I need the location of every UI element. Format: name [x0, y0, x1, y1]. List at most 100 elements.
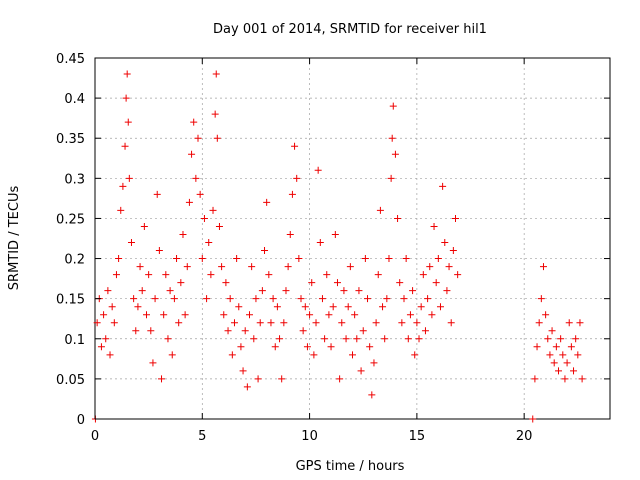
data-point	[387, 174, 395, 182]
data-point	[372, 319, 380, 327]
data-point	[445, 263, 453, 271]
data-point	[396, 279, 404, 287]
data-point	[539, 263, 547, 271]
data-point	[213, 134, 221, 142]
data-point	[145, 271, 153, 279]
data-point	[190, 118, 198, 126]
data-point	[370, 359, 378, 367]
data-point	[308, 279, 316, 287]
data-point	[127, 239, 135, 247]
data-point	[336, 375, 344, 383]
data-point	[284, 263, 292, 271]
data-point	[574, 351, 582, 359]
data-point	[153, 190, 161, 198]
data-point	[389, 102, 397, 110]
data-point	[567, 343, 575, 351]
data-point	[140, 222, 148, 230]
data-point	[168, 351, 176, 359]
data-point	[346, 263, 354, 271]
data-point	[276, 335, 284, 343]
data-point	[220, 311, 228, 319]
data-point	[415, 335, 423, 343]
data-point	[196, 190, 204, 198]
data-point	[454, 271, 462, 279]
data-point	[381, 335, 389, 343]
data-point	[439, 182, 447, 190]
data-point	[361, 255, 369, 263]
data-point	[318, 295, 326, 303]
data-point	[544, 335, 552, 343]
data-point	[122, 94, 130, 102]
data-point	[321, 335, 329, 343]
data-point	[449, 247, 457, 255]
data-point	[134, 303, 142, 311]
data-point	[323, 271, 331, 279]
data-point	[93, 319, 101, 327]
data-point	[441, 239, 449, 247]
data-point	[241, 327, 249, 335]
x-tick-label: 10	[301, 429, 318, 444]
data-point	[203, 295, 211, 303]
data-point	[314, 166, 322, 174]
data-point	[123, 70, 131, 78]
data-point	[258, 287, 266, 295]
data-point	[359, 327, 367, 335]
data-point	[254, 375, 262, 383]
y-axis-label: SRMTID / TECUs	[7, 186, 22, 291]
data-point	[175, 319, 183, 327]
data-point	[413, 319, 421, 327]
data-point	[572, 335, 580, 343]
data-point	[143, 311, 150, 319]
data-point	[200, 214, 208, 222]
data-point	[170, 295, 178, 303]
data-point	[155, 247, 163, 255]
y-tick-label: 0.05	[56, 373, 85, 388]
data-point	[130, 295, 138, 303]
data-point	[177, 279, 185, 287]
data-point	[325, 311, 333, 319]
data-point	[434, 255, 442, 263]
data-point	[432, 279, 440, 287]
x-axis-label: GPS time / hours	[296, 459, 405, 474]
data-point	[578, 375, 586, 383]
data-point	[194, 134, 202, 142]
data-point	[338, 319, 346, 327]
data-point	[402, 255, 410, 263]
data-point	[452, 214, 459, 222]
data-point	[357, 367, 365, 375]
data-point	[233, 255, 241, 263]
data-point	[295, 255, 303, 263]
data-point	[138, 287, 146, 295]
data-point	[385, 255, 393, 263]
data-point	[132, 327, 140, 335]
data-point	[218, 263, 226, 271]
data-point	[265, 271, 273, 279]
data-point	[239, 367, 247, 375]
x-tick-label: 15	[409, 429, 426, 444]
data-point	[149, 359, 157, 367]
data-point	[246, 311, 253, 319]
data-point	[368, 391, 376, 399]
plot-frame-group	[94, 57, 611, 420]
data-point	[209, 206, 217, 214]
y-tick-label: 0.2	[64, 253, 85, 268]
data-point	[349, 351, 356, 359]
data-point	[366, 343, 374, 351]
data-point	[297, 295, 305, 303]
ticks: 0 0.05 0.1 0.15 0.2 0.25 0.3 0.35 0.4 0.45 0 5 10 15 2…	[56, 52, 610, 444]
data-point	[106, 351, 114, 359]
data-point	[576, 319, 584, 327]
data-point	[104, 287, 112, 295]
y-tick-label: 0.45	[56, 52, 85, 67]
data-point	[306, 311, 314, 319]
data-point	[291, 142, 299, 150]
data-point	[331, 230, 339, 238]
data-point	[230, 319, 238, 327]
y-tick-label: 0.1	[64, 333, 85, 348]
data-point	[198, 255, 206, 263]
data-point	[406, 311, 414, 319]
y-tick-label: 0.4	[64, 92, 85, 107]
data-point	[250, 335, 258, 343]
data-point	[102, 335, 110, 343]
data-point	[559, 351, 567, 359]
